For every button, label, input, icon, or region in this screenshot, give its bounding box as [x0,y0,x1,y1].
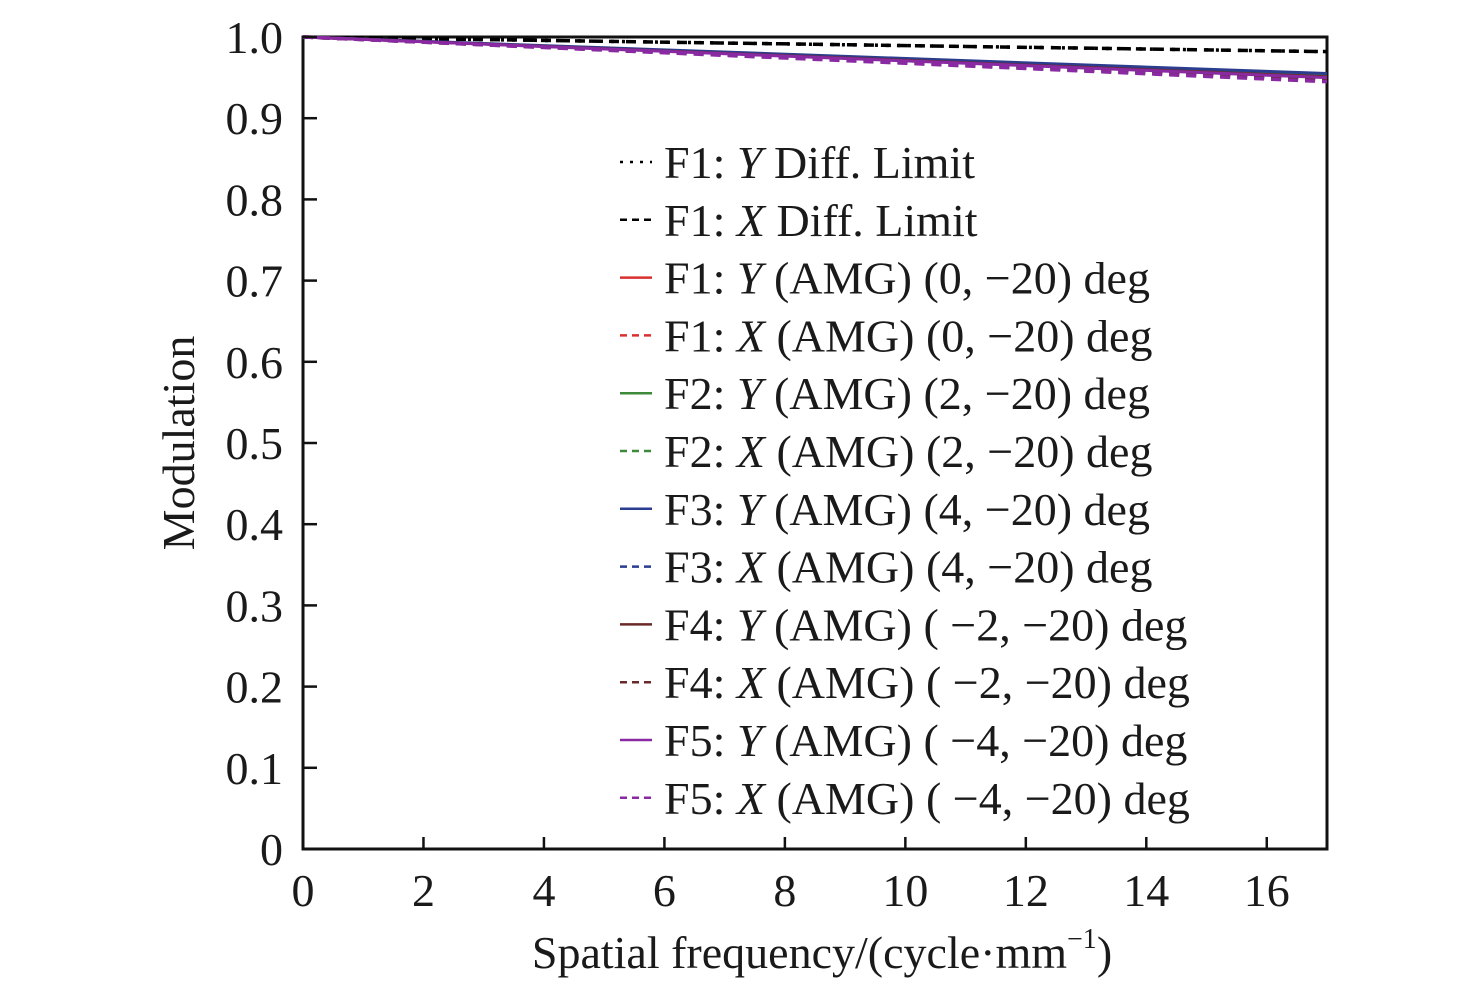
legend-label: F1: X (AMG) (0, −20) deg [664,310,1152,361]
x-tick-label: 6 [653,865,676,916]
legend-item: F2: Y (AMG) (2, −20) deg [620,368,1150,419]
legend-label: F4: X (AMG) ( −2, −20) deg [664,657,1190,708]
legend-label: F2: X (AMG) (2, −20) deg [664,426,1152,477]
y-tick-label: 0.2 [226,662,284,713]
legend-label: F5: Y (AMG) ( −4, −20) deg [664,715,1187,766]
x-tick-label: 16 [1244,865,1290,916]
x-tick-label: 4 [532,865,555,916]
y-tick-label: 0.1 [226,743,284,794]
legend-item: F1: X Diff. Limit [620,195,978,246]
legend-item: F1: Y (AMG) (0, −20) deg [620,253,1150,304]
y-tick-label: 0 [260,824,283,875]
legend-item: F1: Y Diff. Limit [620,137,975,188]
series-lines [302,35,1328,84]
x-tick-label: 0 [292,865,315,916]
x-tick-label: 10 [882,865,928,916]
x-tick-label: 2 [412,865,435,916]
series-line-12 [302,35,1328,84]
legend-label: F3: Y (AMG) (4, −20) deg [664,484,1150,535]
legend-item: F3: X (AMG) (4, −20) deg [620,542,1152,593]
y-tick-label: 0.9 [226,93,284,144]
legend-label: F5: X (AMG) ( −4, −20) deg [664,773,1190,824]
y-tick-label: 0.8 [226,174,284,225]
series-line-2 [302,35,1328,54]
legend-label: F1: Y (AMG) (0, −20) deg [664,253,1150,304]
x-tick-label: 14 [1123,865,1169,916]
legend-label: F3: X (AMG) (4, −20) deg [664,542,1152,593]
legend-label: F2: Y (AMG) (2, −20) deg [664,368,1150,419]
legend-label: F4: Y (AMG) ( −2, −20) deg [664,599,1187,650]
legend-label: F1: X Diff. Limit [664,195,978,246]
x-tick-label: 12 [1003,865,1049,916]
x-tick-label: 8 [773,865,796,916]
y-axis-title: Modulation [153,336,204,551]
legend-label: F1: Y Diff. Limit [664,137,975,188]
legend-item: F4: Y (AMG) ( −2, −20) deg [620,599,1187,650]
y-tick-label: 0.6 [226,337,284,388]
x-axis-title: Spatial frequency/(cycle·mm−1) [532,924,1112,978]
x-axis: 0 2 4 6 8 10 12 14 16 [292,837,1290,916]
legend-item: F5: X (AMG) ( −4, −20) deg [620,773,1190,824]
legend-item: F2: X (AMG) (2, −20) deg [620,426,1152,477]
legend-item: F3: Y (AMG) (4, −20) deg [620,484,1150,535]
legend-item: F5: Y (AMG) ( −4, −20) deg [620,715,1187,766]
y-tick-label: 0.5 [226,418,284,469]
y-tick-label: 0.3 [226,580,284,631]
y-axis: 0 0.1 0.2 0.3 0.4 0.5 0.6 0.7 0.8 0.9 1.0 [226,12,317,875]
legend: F1: Y Diff. Limit F1: X Diff. Limit F1: Y … [620,137,1190,824]
y-tick-label: 0.4 [226,499,284,550]
y-tick-label: 0.7 [226,256,284,307]
legend-item: F4: X (AMG) ( −2, −20) deg [620,657,1190,708]
legend-item: F1: X (AMG) (0, −20) deg [620,310,1152,361]
y-tick-label: 1.0 [226,12,284,63]
